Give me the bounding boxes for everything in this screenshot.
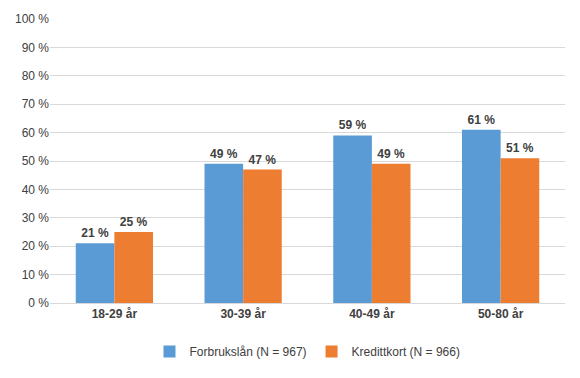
svg-text:51 %: 51 %: [506, 141, 534, 155]
svg-text:90 %: 90 %: [22, 41, 50, 55]
svg-text:49 %: 49 %: [210, 147, 238, 161]
svg-text:40 %: 40 %: [22, 183, 50, 197]
svg-text:21 %: 21 %: [81, 226, 109, 240]
svg-text:60 %: 60 %: [22, 126, 50, 140]
svg-text:30 %: 30 %: [22, 211, 50, 225]
svg-text:10 %: 10 %: [22, 268, 50, 282]
svg-text:25 %: 25 %: [120, 215, 148, 229]
svg-text:0 %: 0 %: [28, 296, 49, 310]
svg-text:20 %: 20 %: [22, 239, 50, 253]
svg-text:50 %: 50 %: [22, 154, 50, 168]
svg-text:80 %: 80 %: [22, 69, 50, 83]
svg-text:100 %: 100 %: [15, 12, 49, 26]
svg-text:Forbrukslån (N = 967): Forbrukslån (N = 967): [190, 345, 307, 359]
svg-text:18-29 år: 18-29 år: [92, 307, 138, 321]
svg-text:30-39 år: 30-39 år: [220, 307, 266, 321]
svg-text:40-49 år: 40-49 år: [349, 307, 395, 321]
svg-text:59 %: 59 %: [339, 118, 367, 132]
svg-text:50-80 år: 50-80 år: [478, 307, 524, 321]
svg-text:47 %: 47 %: [249, 153, 277, 167]
svg-text:70 %: 70 %: [22, 97, 50, 111]
svg-text:49 %: 49 %: [377, 147, 405, 161]
svg-text:61 %: 61 %: [467, 113, 495, 127]
svg-text:Kredittkort (N = 966): Kredittkort (N = 966): [352, 345, 460, 359]
